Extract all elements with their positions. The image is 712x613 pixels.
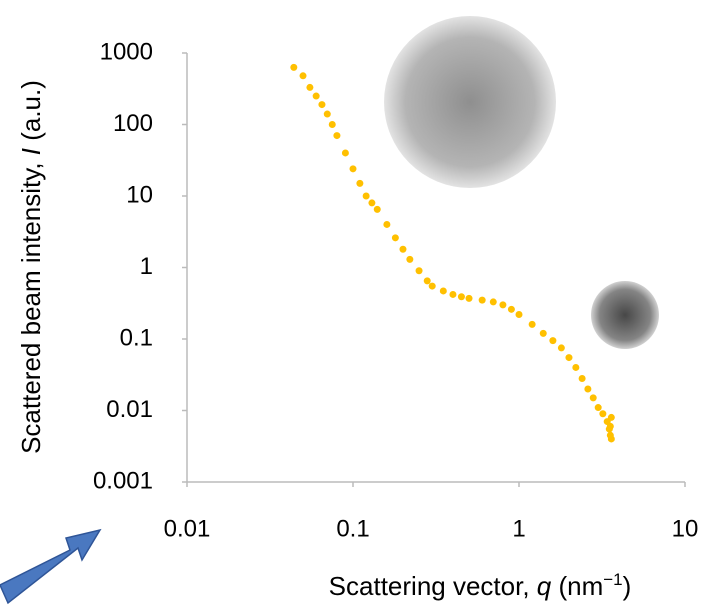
data-point xyxy=(406,255,414,263)
data-point xyxy=(607,435,615,443)
data-point xyxy=(399,245,407,253)
data-point xyxy=(478,296,486,304)
data-point xyxy=(557,344,565,352)
y-title-part: (a.u.) xyxy=(16,80,46,148)
data-point xyxy=(333,132,341,140)
y-axis-title: Scattered beam intensity, I (a.u.) xyxy=(16,80,46,454)
arrow xyxy=(0,528,102,605)
data-point xyxy=(539,329,547,337)
data-point xyxy=(312,92,320,100)
y-tick-label: 0.1 xyxy=(120,324,153,351)
data-point xyxy=(599,410,607,418)
data-point xyxy=(499,301,507,309)
data-point xyxy=(515,311,523,319)
x-tick-label: 10 xyxy=(672,515,699,542)
data-point xyxy=(323,110,331,118)
data-point xyxy=(572,363,580,371)
x-title-part: q xyxy=(537,571,552,601)
data-point xyxy=(428,282,436,290)
data-point xyxy=(290,63,298,71)
data-point xyxy=(391,234,399,242)
x-title-part: −1 xyxy=(603,570,622,589)
data-point xyxy=(306,83,314,91)
data-point xyxy=(578,375,586,383)
illustration xyxy=(0,16,659,605)
data-point xyxy=(318,101,326,109)
data-point xyxy=(457,293,465,301)
y-tick-label: 100 xyxy=(113,110,153,137)
x-axis-title: Scattering vector, q (nm−1) xyxy=(329,570,632,601)
data-point xyxy=(584,385,592,393)
data-point xyxy=(528,320,536,328)
data-point xyxy=(349,165,357,173)
data-point xyxy=(362,192,370,200)
data-point xyxy=(439,287,447,295)
data-point xyxy=(607,413,615,421)
data-point xyxy=(299,72,307,80)
y-tick-label: 0.01 xyxy=(106,396,153,423)
x-title-part: Scattering vector, xyxy=(329,571,537,601)
y-tick-label: 10 xyxy=(126,181,153,208)
data-point xyxy=(449,290,457,298)
data-point xyxy=(549,337,557,345)
data-point xyxy=(356,179,364,187)
data-point xyxy=(373,205,381,213)
large-coil xyxy=(384,16,556,188)
x-tick-label: 0.1 xyxy=(336,515,369,542)
small-coil xyxy=(591,281,659,349)
data-point xyxy=(589,394,597,402)
data-point xyxy=(328,121,336,128)
data-point xyxy=(606,422,614,430)
data-point xyxy=(341,149,349,157)
y-tick-label: 0.001 xyxy=(93,467,153,494)
data-point xyxy=(423,277,431,285)
data-point xyxy=(465,294,473,302)
y-tick-label: 1000 xyxy=(100,38,153,65)
data-point xyxy=(383,220,391,228)
x-tick-label: 1 xyxy=(512,515,525,542)
data-point xyxy=(507,305,515,313)
data-point xyxy=(594,404,602,412)
data-point xyxy=(489,298,497,306)
x-title-part: (nm xyxy=(551,571,603,601)
y-title-part: I xyxy=(16,148,46,155)
x-tick-label: 0.01 xyxy=(164,515,211,542)
x-title-part: ) xyxy=(623,571,632,601)
data-point xyxy=(368,199,376,207)
data-point xyxy=(415,267,423,275)
y-tick-label: 1 xyxy=(140,253,153,280)
data-point xyxy=(565,354,573,362)
y-title-part: Scattered beam intensity, xyxy=(16,155,46,454)
